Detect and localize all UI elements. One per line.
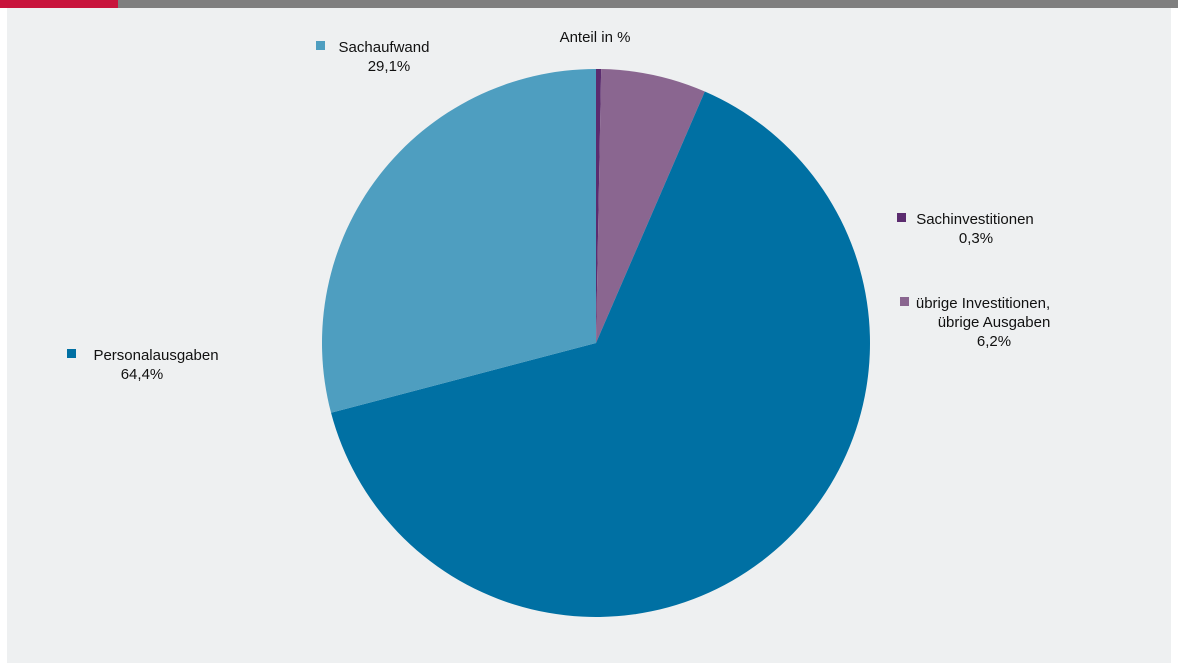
pie-slices [321, 69, 870, 618]
slice-name-label-2: übrige Investitionen, [916, 295, 1050, 312]
slice-name-label-1: Sachinvestitionen [916, 211, 1034, 228]
slice-labels: Sachinvestitionen 0,3% übrige Investitione… [67, 39, 1050, 383]
legend-swatch-1 [897, 213, 906, 222]
top-bar-accent [0, 0, 118, 8]
slice-name-label-2: übrige Ausgaben [938, 314, 1051, 331]
pie-slice-3 [331, 91, 870, 618]
slice-value-label-4: 29,1% [368, 58, 411, 75]
slice-value-label-1: 0,3% [959, 230, 993, 247]
slice-name-label-3: Personalausgaben [93, 347, 218, 364]
legend-swatch-2 [900, 297, 909, 306]
slice-value-label-2: 6,2% [977, 333, 1011, 350]
pie-slice-2 [596, 69, 705, 344]
pie-slice-1 [596, 69, 602, 343]
slice-name-label-4: Sachaufwand [339, 39, 430, 56]
legend-swatch-4 [316, 41, 325, 50]
top-bar [0, 0, 1178, 8]
slice-value-label-3: 64,4% [121, 366, 164, 383]
chart-title: Anteil in % [560, 29, 631, 46]
legend-swatch-3 [67, 349, 76, 358]
pie-slice-4 [321, 69, 596, 413]
